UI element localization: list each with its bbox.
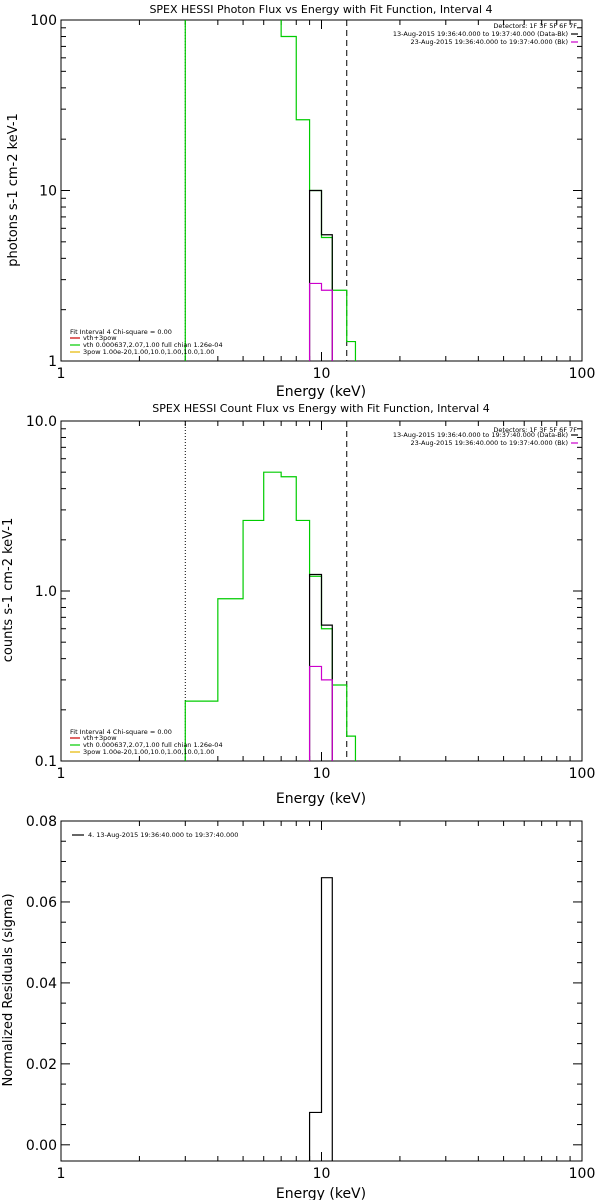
x-tick-label: 100 <box>569 766 596 782</box>
fit-legend-label: vth 0.000637,2.07,1.00 full chian 1.26e-… <box>83 341 223 349</box>
y-tick-label: 0.08 <box>26 814 57 830</box>
residual-legend-label: 4. 13-Aug-2015 19:36:40.000 to 19:37:40.… <box>88 831 238 839</box>
detectors-label: Detectors: 1F 3F 5F 6F 7F <box>493 426 577 434</box>
x-axis-label: Energy (keV) <box>276 1186 366 1200</box>
series-group <box>308 877 333 1161</box>
x-tick-label: 100 <box>569 1166 596 1182</box>
time-legend-label: 13-Aug-2015 19:36:40.000 to 19:37:40.000… <box>393 431 568 439</box>
y-axis-label: Normalized Residuals (sigma) <box>1 893 16 1086</box>
y-tick-label: 0.00 <box>26 1138 57 1154</box>
fit-legend-label: vth+3pow <box>83 734 117 742</box>
series-group <box>184 471 357 761</box>
residuals-panel: Energy (keV) Normalized Residuals (sigma… <box>1 814 595 1200</box>
series-line-0 <box>184 471 357 761</box>
y-axis-label: photons s-1 cm-2 keV-1 <box>6 113 21 267</box>
y-tick-label: 100 <box>30 13 57 29</box>
x-tick-label: 10 <box>313 1166 331 1182</box>
x-tick-label: 1 <box>57 1166 66 1182</box>
x-axis-label: Energy (keV) <box>276 791 366 807</box>
y-tick-label: 1.0 <box>35 584 57 600</box>
series-line-2 <box>308 282 333 361</box>
x-tick-label: 1 <box>57 766 66 782</box>
photon-flux-panel: SPEX HESSI Photon Flux vs Energy with Fi… <box>6 3 596 400</box>
series-line-1 <box>308 189 333 361</box>
fit-info-label: Fit Interval 4 Chi-square = 0.00 <box>70 328 172 336</box>
y-tick-label: 0.02 <box>26 1057 57 1073</box>
y-tick-label: 1 <box>48 354 57 370</box>
fit-legend-label: 3pow 1.00e-20,1.00,10.0,1.00,10.0,1.00 <box>83 348 214 356</box>
time-legend-label: 13-Aug-2015 19:36:40.000 to 19:37:40.000… <box>393 30 568 38</box>
chart-title: SPEX HESSI Photon Flux vs Energy with Fi… <box>149 3 492 16</box>
series-group <box>184 20 357 361</box>
y-tick-label: 0.04 <box>26 976 57 992</box>
fit-legend-label: 3pow 1.00e-20,1.00,10.0,1.00,10.0,1.00 <box>83 748 214 756</box>
x-tick-label: 10 <box>313 366 331 382</box>
y-tick-label: 10.0 <box>26 414 57 430</box>
fit-legend-label: vth+3pow <box>83 334 117 342</box>
fit-info-label: Fit Interval 4 Chi-square = 0.00 <box>70 728 172 736</box>
x-tick-label: 1 <box>57 366 66 382</box>
x-tick-label: 100 <box>569 366 596 382</box>
x-axis-label: Energy (keV) <box>276 384 366 400</box>
y-tick-label: 10 <box>39 184 57 200</box>
series-line-0 <box>184 20 357 361</box>
chart-title: SPEX HESSI Count Flux vs Energy with Fit… <box>152 402 489 415</box>
x-tick-label: 10 <box>313 766 331 782</box>
fit-legend-label: vth 0.000637,2.07,1.00 full chian 1.26e-… <box>83 741 223 749</box>
y-tick-label: 0.06 <box>26 895 57 911</box>
time-legend-label: 23-Aug-2015 19:36:40.000 to 19:37:40.000… <box>411 439 568 447</box>
count-flux-panel: SPEX HESSI Count Flux vs Energy with Fit… <box>1 402 595 807</box>
time-legend-label: 23-Aug-2015 19:36:40.000 to 19:37:40.000… <box>411 38 568 46</box>
y-tick-label: 0.1 <box>35 754 57 770</box>
detectors-label: Detectors: 1F 3F 5F 6F 7F <box>493 22 577 30</box>
series-line-1 <box>308 573 333 761</box>
series-line-2 <box>308 665 333 761</box>
y-axis-label: counts s-1 cm-2 keV-1 <box>1 518 16 663</box>
series-line-0 <box>308 877 333 1161</box>
